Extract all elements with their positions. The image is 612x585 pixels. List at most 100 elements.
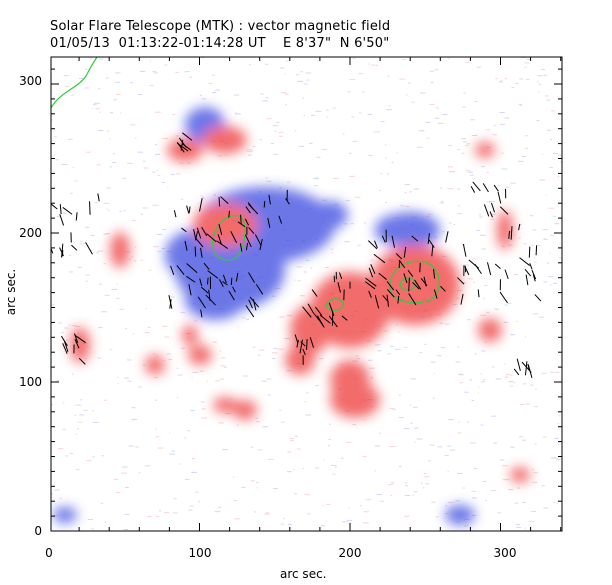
speckle	[142, 364, 146, 366]
plot-subtitle: 01/05/13 01:13:22-01:14:28 UT E 8'37" N …	[50, 36, 390, 51]
speckle	[544, 238, 546, 240]
speckle	[388, 105, 391, 107]
speckle	[553, 282, 558, 284]
speckle	[457, 346, 460, 348]
speckle	[54, 489, 60, 491]
speckle	[284, 73, 287, 75]
speckle	[109, 349, 111, 351]
speckle	[357, 244, 361, 246]
speckle	[472, 497, 477, 499]
speckle	[466, 421, 470, 423]
speckle	[92, 421, 99, 423]
field-vector	[59, 213, 65, 226]
speckle	[471, 134, 478, 136]
speckle	[144, 332, 150, 334]
field-vector	[513, 368, 520, 376]
speckle	[254, 511, 257, 513]
speckle	[218, 422, 224, 424]
speckle	[458, 373, 463, 375]
speckle	[270, 142, 275, 144]
speckle	[290, 527, 292, 529]
speckle	[122, 177, 127, 179]
speckle	[214, 511, 221, 513]
speckle	[476, 230, 481, 232]
field-vector	[489, 211, 493, 218]
speckle	[324, 277, 326, 279]
field-vector	[294, 334, 299, 344]
field-vector	[228, 290, 235, 301]
speckle	[534, 443, 537, 445]
speckle	[77, 266, 82, 268]
speckle	[477, 386, 480, 388]
speckle	[194, 320, 198, 322]
speckle	[549, 139, 553, 141]
speckle	[103, 202, 110, 204]
speckle	[413, 188, 420, 190]
speckle	[304, 494, 310, 496]
speckle	[252, 346, 256, 348]
speckle	[444, 323, 450, 325]
noise-speckle	[51, 57, 562, 531]
field-vector	[510, 226, 513, 240]
speckle	[499, 111, 505, 113]
speckle	[485, 341, 487, 343]
speckle	[436, 516, 440, 518]
positive-blob	[145, 355, 165, 375]
speckle	[430, 361, 436, 363]
speckle	[431, 501, 436, 503]
speckle	[139, 70, 146, 72]
speckle	[265, 177, 268, 179]
field-vector	[177, 142, 189, 152]
speckle	[554, 437, 559, 439]
speckle	[406, 94, 408, 96]
field-vector	[245, 206, 251, 214]
speckle	[70, 192, 73, 194]
field-vector	[235, 272, 239, 282]
field-vector	[59, 204, 62, 214]
positive-blob	[290, 305, 330, 355]
speckle	[293, 469, 295, 471]
speckle	[279, 409, 282, 411]
speckle	[304, 401, 306, 403]
speckle	[109, 112, 113, 114]
speckle	[506, 303, 512, 305]
speckle	[201, 57, 205, 59]
field-vector	[420, 278, 428, 286]
speckle	[138, 94, 143, 96]
speckle	[306, 79, 310, 81]
speckle	[346, 441, 352, 443]
speckle	[257, 449, 263, 451]
speckle	[550, 371, 554, 373]
field-vector	[468, 259, 480, 269]
speckle	[152, 71, 157, 73]
speckle	[124, 487, 129, 489]
speckle	[516, 320, 518, 322]
field-vector	[440, 285, 446, 292]
speckle	[302, 467, 305, 469]
speckle	[256, 487, 258, 489]
speckle	[447, 144, 453, 146]
speckle	[486, 172, 489, 174]
speckle	[508, 489, 514, 491]
speckle	[352, 424, 356, 426]
x-tick-label-100: 100	[189, 546, 212, 560]
speckle	[425, 121, 431, 123]
field-vector	[313, 313, 320, 321]
speckle	[480, 314, 487, 316]
speckle	[190, 410, 195, 412]
speckle	[537, 75, 543, 77]
speckle	[493, 124, 497, 126]
field-vector	[278, 215, 283, 224]
speckle	[515, 524, 521, 526]
speckle	[514, 502, 519, 504]
field-vector	[395, 289, 401, 295]
speckle	[457, 432, 462, 434]
speckle	[315, 110, 322, 112]
speckle	[532, 481, 538, 483]
speckle	[330, 464, 337, 466]
speckle	[140, 259, 144, 261]
speckle	[476, 66, 482, 68]
speckle	[262, 426, 269, 428]
speckle	[97, 129, 104, 131]
